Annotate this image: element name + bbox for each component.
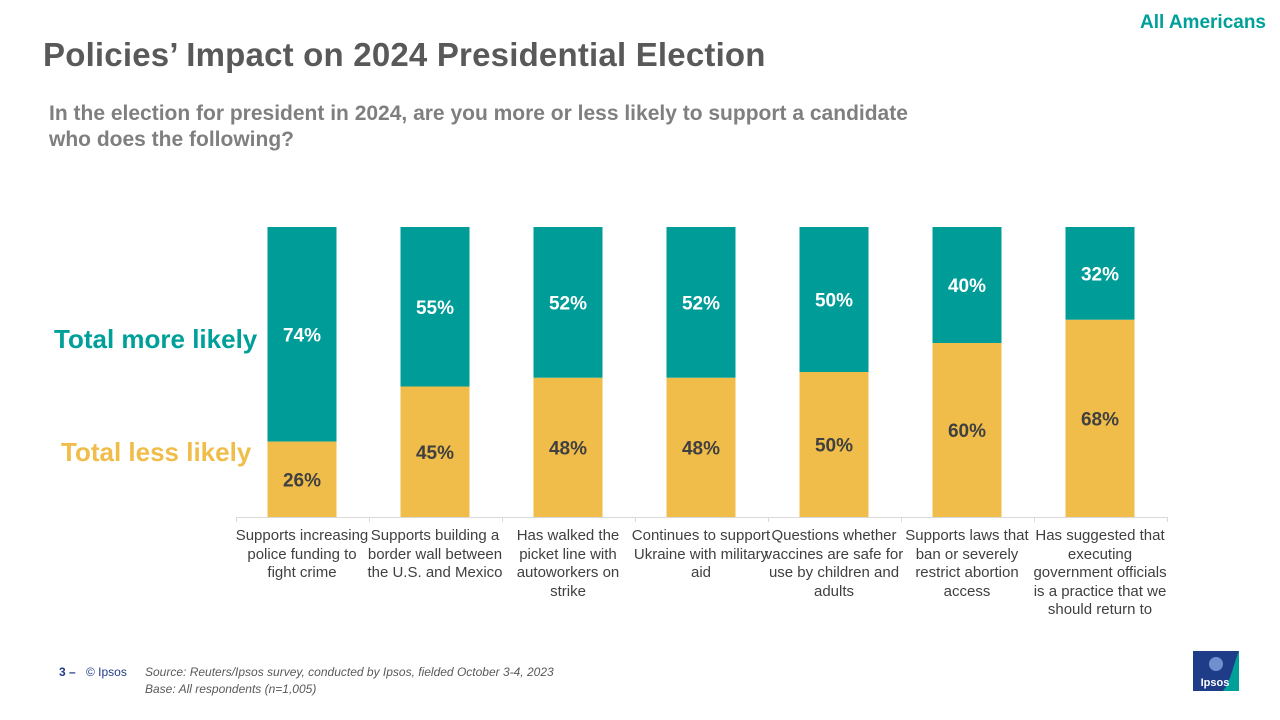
survey-question: In the election for president in 2024, a… [49, 102, 908, 151]
category-label: Supports building a border wall between … [367, 527, 503, 581]
data-label-less-likely: 68% [1081, 409, 1119, 430]
audience-tag: All Americans [1139, 12, 1266, 33]
bar-less-likely [666, 377, 736, 517]
bar-less-likely [932, 343, 1002, 517]
page-title: Policies’ Impact on 2024 Presidential El… [43, 36, 766, 73]
category-label: Continues to support Ukraine with milita… [631, 527, 771, 581]
data-label-more-likely: 52% [682, 293, 720, 314]
data-label-less-likely: 48% [682, 438, 720, 459]
category-label: Questions whether vaccines are safe for … [764, 527, 904, 600]
source-text: Source: Reuters/Ipsos survey, conducted … [145, 665, 554, 679]
logo-accent [1223, 651, 1239, 691]
bar-more-likely [1065, 227, 1135, 320]
bar-more-likely [666, 227, 736, 378]
bar-more-likely [932, 227, 1002, 343]
base-text: Base: All respondents (n=1,005) [145, 682, 317, 696]
bar-more-likely [400, 227, 470, 387]
data-label-more-likely: 40% [948, 276, 986, 297]
bar-more-likely [267, 227, 337, 442]
legend-more-likely: Total more likely [54, 324, 258, 354]
data-label-more-likely: 74% [283, 325, 321, 346]
bar-more-likely [799, 227, 869, 372]
bar-more-likely [533, 227, 603, 378]
page-number-value: 3 [59, 665, 66, 679]
page-number: 3 – [59, 665, 76, 679]
data-label-more-likely: 52% [549, 293, 587, 314]
data-label-less-likely: 50% [815, 436, 853, 457]
data-label-more-likely: 55% [416, 298, 454, 319]
data-label-less-likely: 60% [948, 421, 986, 442]
bar-less-likely [1065, 319, 1135, 517]
bar-less-likely [400, 386, 470, 517]
copyright: © Ipsos [86, 665, 127, 679]
category-label: Supports laws that ban or severely restr… [905, 527, 1029, 600]
bar-less-likely [799, 372, 869, 517]
data-label-less-likely: 26% [283, 470, 321, 491]
category-label: Supports increasing police funding to fi… [235, 527, 369, 581]
page-number-separator: – [69, 665, 76, 679]
ipsos-logo: Ipsos [1193, 651, 1239, 691]
category-label: Has walked the picket line with autowork… [516, 527, 620, 600]
category-label: Has suggested that executing government … [1033, 527, 1167, 618]
logo-text: Ipsos [1201, 677, 1230, 689]
data-label-more-likely: 32% [1081, 264, 1119, 285]
data-label-more-likely: 50% [815, 291, 853, 312]
bar-less-likely [533, 377, 603, 517]
logo-circle [1209, 657, 1223, 671]
legend-less-likely: Total less likely [61, 437, 252, 467]
bar-less-likely [267, 441, 337, 517]
data-label-less-likely: 48% [549, 438, 587, 459]
data-label-less-likely: 45% [416, 443, 454, 464]
source-note: Source: Reuters/Ipsos survey, conducted … [145, 664, 554, 698]
